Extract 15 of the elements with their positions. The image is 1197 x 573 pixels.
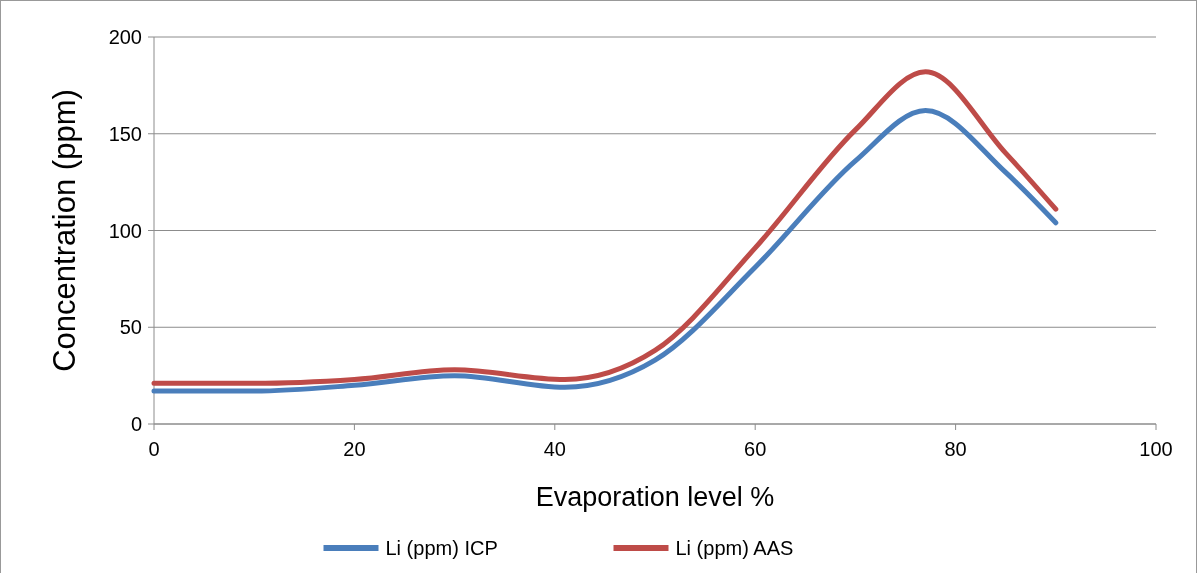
y-tick-label: 0	[130, 413, 142, 435]
legend-label: Li (ppm) AAS	[675, 537, 794, 559]
y-tick-label: 100	[108, 219, 142, 242]
x-tick-label: 80	[944, 438, 967, 460]
x-tick-label: 100	[1139, 438, 1173, 460]
legend-label: Li (ppm) ICP	[385, 537, 498, 559]
y-tick-label: 50	[119, 316, 142, 339]
x-tick-label: 20	[343, 438, 366, 460]
x-tick-label: 0	[148, 438, 160, 460]
y-tick-label: 150	[108, 122, 142, 145]
y-axis-title: Concentration (ppm)	[47, 89, 82, 372]
x-tick-label: 40	[543, 438, 566, 460]
y-tick-label: 200	[108, 26, 142, 48]
x-tick-label: 60	[744, 438, 767, 460]
x-axis-title: Evaporation level %	[535, 482, 775, 512]
